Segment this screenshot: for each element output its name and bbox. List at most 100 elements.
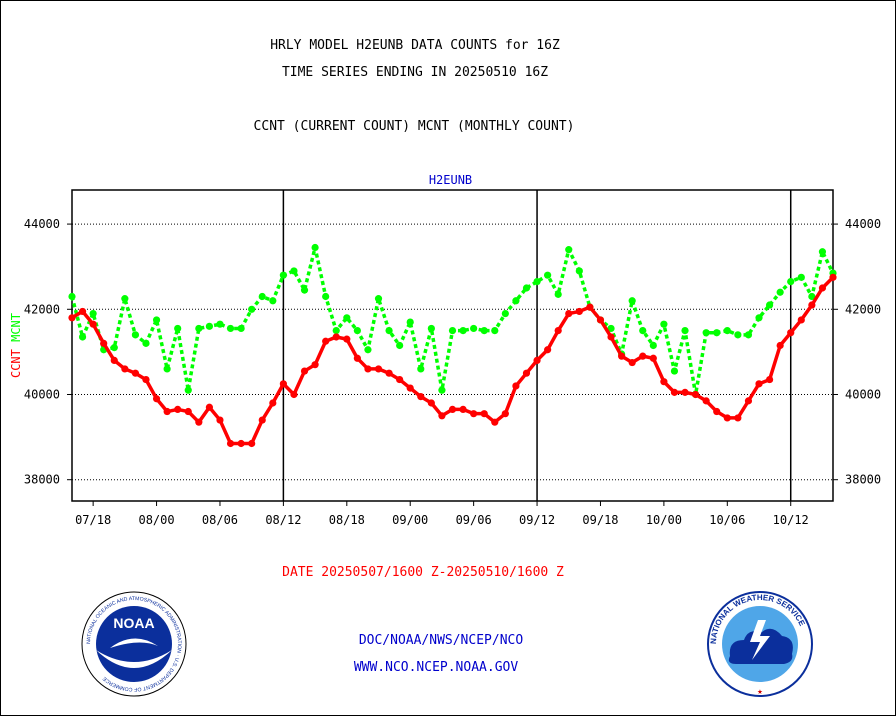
data-point-ccnt [522, 369, 531, 377]
data-point-mcnt [818, 248, 827, 256]
data-point-ccnt [691, 390, 700, 399]
x-tick-label: 08/12 [265, 513, 301, 527]
data-point-mcnt [163, 365, 171, 373]
data-point-ccnt [448, 405, 457, 414]
data-point-mcnt [226, 324, 235, 333]
data-point-ccnt [226, 439, 235, 448]
data-point-mcnt [607, 324, 615, 333]
data-point-ccnt [290, 390, 298, 399]
y-axis-label-ccnt: CCNT [9, 342, 23, 378]
data-point-ccnt [702, 397, 710, 405]
data-point-mcnt [184, 386, 192, 394]
data-point-ccnt [142, 375, 150, 384]
data-point-ccnt [734, 414, 742, 422]
y-axis-label: CCNT MCNT [9, 313, 23, 378]
data-point-mcnt [279, 271, 287, 279]
y-tick-label-right: 40000 [845, 387, 881, 401]
data-point-mcnt [639, 326, 647, 335]
data-point-mcnt [681, 326, 689, 335]
data-point-mcnt [269, 297, 277, 305]
data-point-ccnt [417, 393, 425, 401]
data-point-ccnt [607, 333, 615, 341]
data-point-mcnt [565, 246, 573, 254]
data-point-ccnt [459, 405, 467, 414]
data-point-mcnt [544, 271, 552, 279]
data-point-ccnt [195, 418, 203, 426]
data-point-ccnt [470, 410, 478, 418]
data-point-ccnt [829, 273, 837, 281]
data-point-mcnt [131, 331, 140, 339]
y-tick-label-left: 44000 [24, 217, 60, 231]
data-point-mcnt [713, 329, 721, 337]
data-point-mcnt [512, 297, 520, 305]
y-axis-label-mcnt: MCNT [9, 313, 23, 342]
x-tick-label: 10/06 [709, 513, 745, 527]
series-line-mcnt [70, 245, 835, 397]
data-point-mcnt [723, 326, 731, 335]
x-tick-label: 08/00 [138, 513, 174, 527]
data-point-ccnt [68, 314, 76, 322]
data-point-mcnt [438, 386, 446, 394]
data-point-mcnt [406, 318, 414, 326]
data-point-mcnt [396, 341, 404, 350]
data-point-mcnt [765, 301, 774, 309]
footer-link-www[interactable]: WWW.NCO.NCEP.NOAA.GOV [353, 660, 519, 675]
data-point-ccnt [269, 399, 277, 407]
data-point-ccnt [184, 407, 192, 416]
data-point-ccnt [765, 375, 774, 384]
data-point-ccnt [438, 412, 446, 420]
data-point-mcnt [797, 273, 805, 281]
data-point-ccnt [343, 335, 351, 343]
data-point-ccnt [649, 354, 657, 362]
data-point-ccnt [755, 380, 763, 388]
data-point-mcnt [787, 277, 795, 286]
x-tick-label: 09/18 [582, 513, 618, 527]
data-point-ccnt [628, 358, 636, 367]
data-point-mcnt [121, 295, 129, 303]
x-tick-label: 10/00 [646, 513, 682, 527]
data-point-mcnt [89, 309, 97, 318]
data-point-mcnt [385, 326, 393, 335]
data-point-mcnt [142, 339, 150, 347]
data-point-ccnt [248, 439, 256, 448]
data-point-mcnt [300, 286, 309, 294]
y-tick-label-right: 38000 [845, 473, 881, 487]
data-point-mcnt [78, 333, 87, 341]
data-point-ccnt [374, 365, 383, 373]
data-point-mcnt [353, 326, 361, 335]
data-point-mcnt [448, 326, 457, 335]
data-point-ccnt [279, 380, 287, 388]
data-point-mcnt [374, 295, 383, 303]
x-tick-label: 09/00 [392, 513, 428, 527]
data-point-mcnt [152, 316, 161, 324]
data-point-ccnt [100, 339, 108, 347]
footer-link-doc[interactable]: DOC/NOAA/NWS/NCEP/NCO [358, 633, 524, 648]
data-point-ccnt [723, 414, 731, 422]
data-point-ccnt [110, 356, 118, 365]
nws-logo: NATIONAL WEATHER SERVICE ★ [707, 591, 813, 697]
x-tick-label: 08/06 [202, 513, 238, 527]
data-point-mcnt [322, 292, 330, 301]
data-point-ccnt [174, 405, 182, 414]
data-point-mcnt [364, 346, 372, 354]
data-point-mcnt [237, 324, 245, 333]
data-point-ccnt [533, 356, 541, 365]
data-point-ccnt [501, 410, 509, 418]
data-point-ccnt [596, 316, 605, 324]
data-point-ccnt [681, 388, 689, 396]
data-point-mcnt [174, 324, 182, 333]
data-point-ccnt [300, 367, 309, 375]
data-point-ccnt [787, 329, 795, 337]
data-point-ccnt [575, 307, 583, 316]
data-point-ccnt [78, 307, 87, 316]
data-point-mcnt [670, 367, 679, 375]
noaa-logo: NOAA NATIONAL OCEANIC AND ATMOSPHERIC AD… [81, 591, 187, 697]
series-line-ccnt [71, 276, 835, 446]
x-tick-label: 09/06 [456, 513, 492, 527]
data-point-mcnt [110, 344, 118, 352]
data-point-ccnt [385, 369, 393, 377]
data-point-ccnt [808, 301, 816, 309]
data-point-ccnt [797, 316, 805, 324]
data-point-mcnt [755, 314, 763, 322]
